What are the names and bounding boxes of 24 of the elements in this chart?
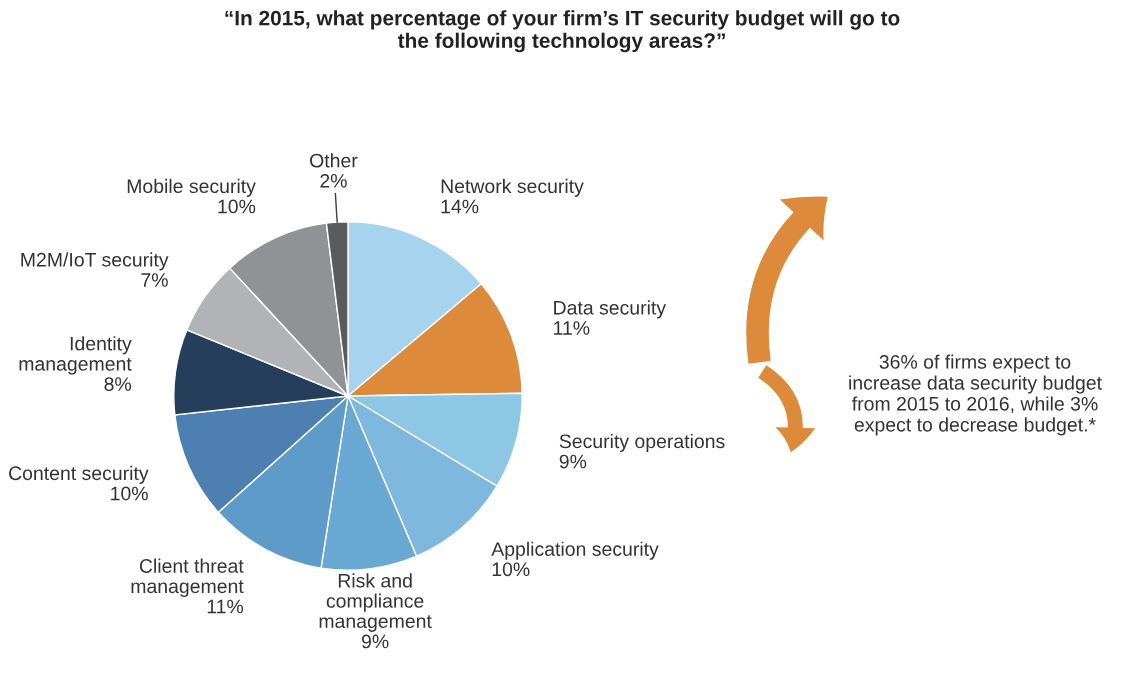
data-label: 2% xyxy=(320,173,347,188)
data-label: 10% xyxy=(218,199,256,214)
slice-label: M2M/IoT security xyxy=(21,252,169,271)
slice-label: Identity management xyxy=(19,336,132,375)
data-label: 9% xyxy=(361,634,389,649)
slice-label: Mobile security xyxy=(127,178,256,197)
slice-label: Content security xyxy=(9,465,149,484)
slice-label: Risk and compliance management xyxy=(319,573,432,632)
slice-label: Other xyxy=(310,153,358,168)
data-label: 9% xyxy=(559,454,587,469)
slice-label: Data security xyxy=(554,300,667,319)
text: 36% of firms expect to increase data security budget from 2015 to 2016, while 3% expect to decrease budget.* xyxy=(849,354,1102,436)
data-label: 10% xyxy=(492,562,530,577)
chart-title: “In 2015, what percentage of your firm’s IT security budget will go to the following technology areas?” xyxy=(225,10,900,53)
data-label: 11% xyxy=(207,599,244,614)
data-label: 11% xyxy=(554,321,590,335)
slice-label: Security operations xyxy=(559,433,725,453)
data-label: 10% xyxy=(111,486,148,501)
slice-label: Client threat management xyxy=(131,558,244,597)
data-label: 8% xyxy=(104,377,132,391)
slice-label: Application security xyxy=(491,541,659,560)
data-label: 7% xyxy=(141,273,168,287)
slice-label: Network security xyxy=(441,178,584,197)
data-label: 14% xyxy=(441,199,479,214)
